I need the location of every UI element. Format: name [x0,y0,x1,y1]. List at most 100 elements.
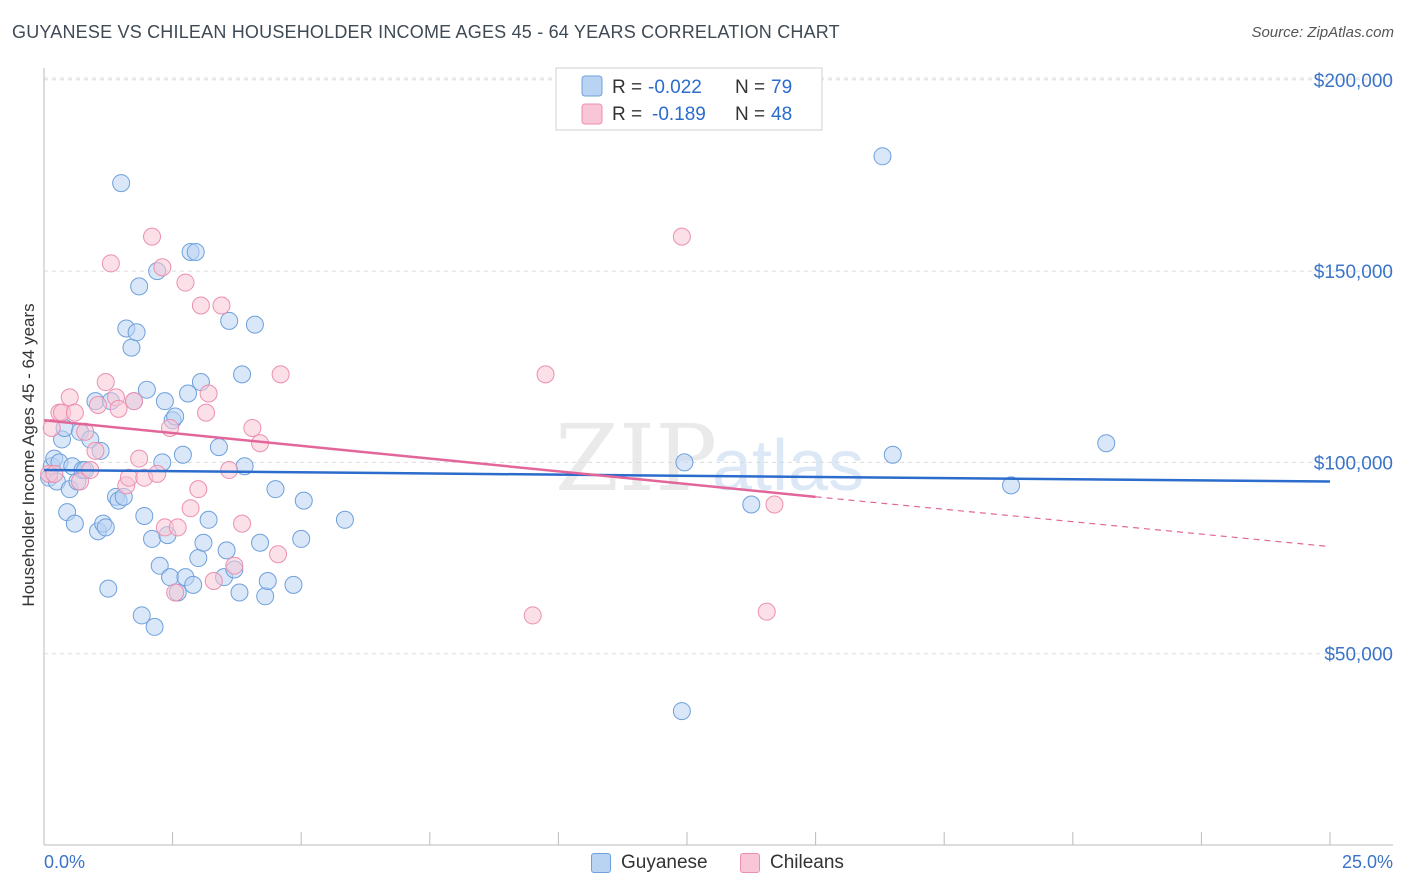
guyanese-point-25 [112,174,131,193]
axes [43,68,1393,846]
legend-n-label-2: N = [735,104,765,125]
chart-title: GUYANESE VS CHILEAN HOUSEHOLDER INCOME A… [12,22,840,42]
chilean-point-11 [96,373,115,392]
chilean-point-10 [89,396,108,414]
guyanese-point-77 [883,445,902,464]
legend-n-value-1: 79 [771,77,792,98]
guyanese-point-54 [194,533,213,552]
chilean-trend-line [43,419,816,499]
y-axis-label: Householder Income Ages 45 - 64 years [19,303,38,606]
chilean-point-32 [199,384,218,403]
guyanese-point-28 [122,338,141,357]
chilean-point-12 [101,254,120,273]
bottom-legend-label-chileans: Chileans [770,852,844,873]
chilean-point-4 [60,388,79,407]
chilean-point-34 [212,296,231,315]
chilean-point-41 [271,365,290,384]
guyanese-point-36 [145,617,164,636]
chilean-point-45 [757,602,776,621]
y-tick-labels: $200,000 $150,000 $100,000 $50,000 [1314,71,1393,666]
guyanese-point-70 [292,529,311,548]
watermark-atlas: atlas [712,426,864,506]
chilean-point-22 [153,258,172,277]
guyanese-point-67 [258,572,277,590]
guyanese-point-42 [161,568,180,587]
legend-n-label-1: N = [735,77,765,98]
legend: R = -0.022 N = 79 R = -0.189 N = 48 [555,67,823,131]
guyanese-point-64 [245,315,264,334]
grid-lines [44,77,1393,655]
guyanese-point-62 [233,365,252,384]
guyanese-point-51 [186,242,205,261]
bottom-legend-swatch-guyanese [591,853,611,873]
legend-swatch-chileans [581,103,603,125]
guyanese-point-72 [335,510,354,529]
chilean-point-5 [65,403,84,422]
chilean-point-27 [176,273,195,292]
guyanese-point-55 [199,510,218,529]
chilean-point-36 [225,556,244,575]
guyanese-point-69 [284,575,303,594]
legend-n-value-2: 48 [771,104,792,125]
guyanese-point-46 [173,445,192,464]
chilean-point-18 [130,449,149,468]
chilean-point-29 [189,480,208,499]
chilean-point-47 [45,464,64,483]
chilean-point-9 [86,441,105,460]
chilean-point-25 [166,583,185,602]
guyanese-point-52 [189,549,208,568]
guyanese-point-33 [135,506,154,525]
chilean-point-43 [536,365,555,384]
bottom-legend-label-guyanese: Guyanese [621,852,708,873]
y-tick-label-2: $100,000 [1314,453,1393,474]
legend-swatch-guyanese [581,75,603,97]
chilean-point-37 [233,514,252,533]
chilean-point-30 [191,296,210,315]
guyanese-point-21 [99,579,118,598]
chilean-point-14 [109,399,128,418]
guyanese-point-71 [294,491,313,510]
chilean-point-17 [125,392,144,411]
guyanese-point-20 [96,518,115,537]
chart-source: Source: ZipAtlas.com [1251,24,1394,41]
chilean-point-31 [197,403,216,422]
legend-r-label-2: R = [612,104,642,125]
guyanese-point-76 [873,147,892,166]
guyanese-point-34 [137,380,156,399]
scatter-points [40,147,1116,721]
guyanese-point-65 [251,533,270,552]
y-tick-label-1: $150,000 [1314,262,1393,283]
guyanese-point-68 [266,480,285,499]
chilean-point-46 [765,495,784,514]
guyanese-point-79 [1097,434,1116,453]
chilean-point-35 [220,461,239,480]
chilean-point-40 [269,545,288,564]
y-tick-label-3: $50,000 [1324,645,1393,666]
legend-r-value-2: -0.189 [652,104,706,125]
chilean-point-28 [181,499,200,518]
chilean-point-26 [168,518,187,537]
guyanese-point-58 [217,541,236,560]
chilean-point-1 [42,418,61,437]
guyanese-point-74 [675,453,694,472]
bottom-legend-guyanese: Guyanese [591,852,708,874]
bottom-legend-swatch-chileans [740,853,760,873]
guyanese-point-38 [150,556,169,575]
chilean-point-42 [523,606,542,625]
guyanese-point-61 [230,583,249,602]
chilean-point-20 [143,227,162,246]
guyanese-point-31 [130,277,149,296]
guyanese-point-59 [220,311,239,330]
x-tick-label-max: 25.0% [1342,852,1393,872]
y-tick-label-0: $200,000 [1314,71,1393,92]
guyanese-point-73 [672,702,691,721]
watermark-zip: ZIP [555,405,717,512]
chilean-point-21 [148,464,167,483]
guyanese-point-56 [209,438,228,457]
chilean-point-33 [204,572,223,590]
guyanese-point-32 [132,606,151,625]
legend-r-value-1: -0.022 [648,77,702,98]
guyanese-point-10 [65,514,84,533]
chilean-trend-line-extension [815,496,1331,548]
